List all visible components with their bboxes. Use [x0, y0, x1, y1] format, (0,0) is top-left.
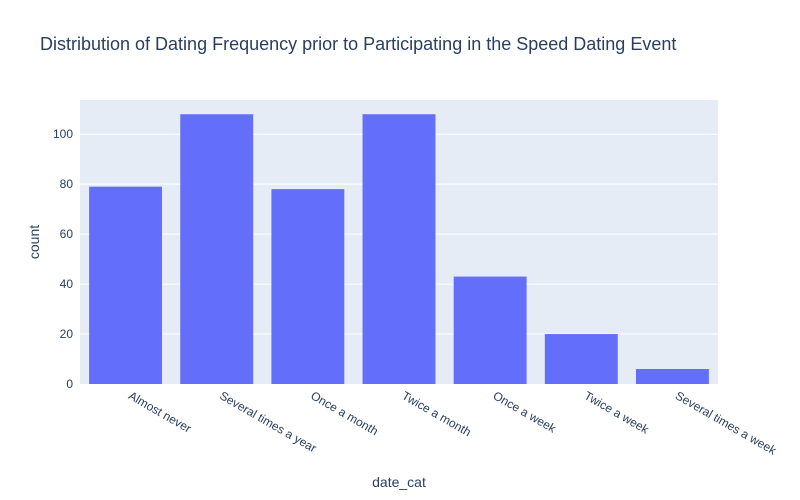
bar-twice-a-week [544, 334, 618, 384]
y-tick-60: 60 [60, 227, 74, 241]
y-tick-labels: 0 20 40 60 80 100 [53, 127, 73, 391]
bar-almost-never [89, 186, 163, 384]
bar-once-a-month [271, 189, 345, 384]
x-tick-several-times-a-year: Several times a year [217, 388, 319, 455]
bar-several-times-a-year [180, 114, 254, 385]
x-axis-title: date_cat [372, 474, 426, 490]
bar-twice-a-month [362, 114, 436, 385]
chart-title: Distribution of Dating Frequency prior t… [40, 34, 676, 54]
y-axis-title: count [26, 225, 42, 259]
bar-several-times-a-week [635, 369, 709, 384]
x-tick-twice-a-week: Twice a week [582, 388, 652, 437]
y-tick-100: 100 [53, 127, 73, 141]
y-tick-80: 80 [60, 177, 74, 191]
x-tick-almost-never: Almost never [126, 388, 194, 435]
y-tick-0: 0 [66, 377, 73, 391]
x-tick-twice-a-month: Twice a month [400, 388, 474, 439]
y-tick-20: 20 [60, 327, 74, 341]
bars [89, 114, 709, 385]
x-tick-once-a-month: Once a month [308, 388, 380, 438]
bar-once-a-week [453, 276, 527, 384]
y-tick-40: 40 [60, 277, 74, 291]
x-tick-once-a-week: Once a week [491, 388, 560, 436]
x-tick-several-times-a-week: Several times a week [673, 388, 780, 458]
